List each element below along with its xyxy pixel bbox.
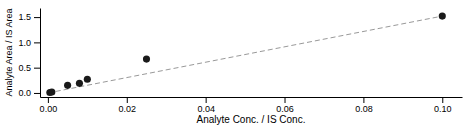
tick-label: 1.5 (18, 12, 31, 22)
tick-label: 1.0 (18, 38, 31, 48)
tick-mark (442, 97, 443, 103)
chart: 0.00 0.02 0.04 0.06 0.08 0.10 0.0 0.5 1.0 1.5 Anal… (0, 0, 474, 127)
point (439, 13, 446, 20)
tick: 0.06 (276, 97, 294, 114)
tick-label: 0.0 (18, 88, 31, 98)
tick-mark (34, 93, 40, 94)
point (48, 88, 55, 95)
tick: 0.00 (40, 97, 58, 114)
tick-label: 0.00 (40, 104, 58, 114)
tick: 0.02 (119, 97, 137, 114)
tick-mark (34, 68, 40, 69)
tick-mark (34, 42, 40, 43)
tick: 0.0 (18, 88, 40, 98)
tick: 0.04 (197, 97, 215, 114)
tick-label: 0.5 (18, 63, 31, 73)
tick-label: 0.02 (119, 104, 137, 114)
x-axis: 0.00 0.02 0.04 0.06 0.08 0.10 (40, 97, 463, 114)
point (84, 76, 91, 83)
y-axis-title: Analyte Area / IS Area (4, 8, 14, 96)
axis-line (40, 9, 41, 98)
tick-label: 0.06 (276, 104, 294, 114)
marks (46, 13, 446, 96)
point (64, 82, 71, 89)
tick-label: 0.04 (197, 104, 215, 114)
y-axis: 0.0 0.5 1.0 1.5 (18, 9, 40, 99)
tick-label: 0.10 (434, 104, 452, 114)
tick-mark (285, 97, 286, 103)
tick: 0.5 (18, 63, 40, 73)
tick-mark (206, 97, 207, 103)
x-axis-title: Analyte Conc. / IS Conc. (197, 114, 306, 125)
tick: 1.5 (18, 12, 40, 22)
tick: 0.10 (434, 97, 452, 114)
point (143, 56, 150, 63)
point (76, 80, 83, 87)
tick-mark (363, 97, 364, 103)
tick: 1.0 (18, 38, 40, 48)
tick: 0.08 (355, 97, 373, 114)
line (48, 16, 442, 93)
axis-line (41, 97, 463, 98)
tick-mark (34, 17, 40, 18)
tick-mark (48, 97, 49, 103)
plot-area: 0.00 0.02 0.04 0.06 0.08 0.10 0.0 0.5 1.0 1.5 (18, 9, 462, 115)
tick-mark (127, 97, 128, 103)
tick-label: 0.08 (355, 104, 373, 114)
